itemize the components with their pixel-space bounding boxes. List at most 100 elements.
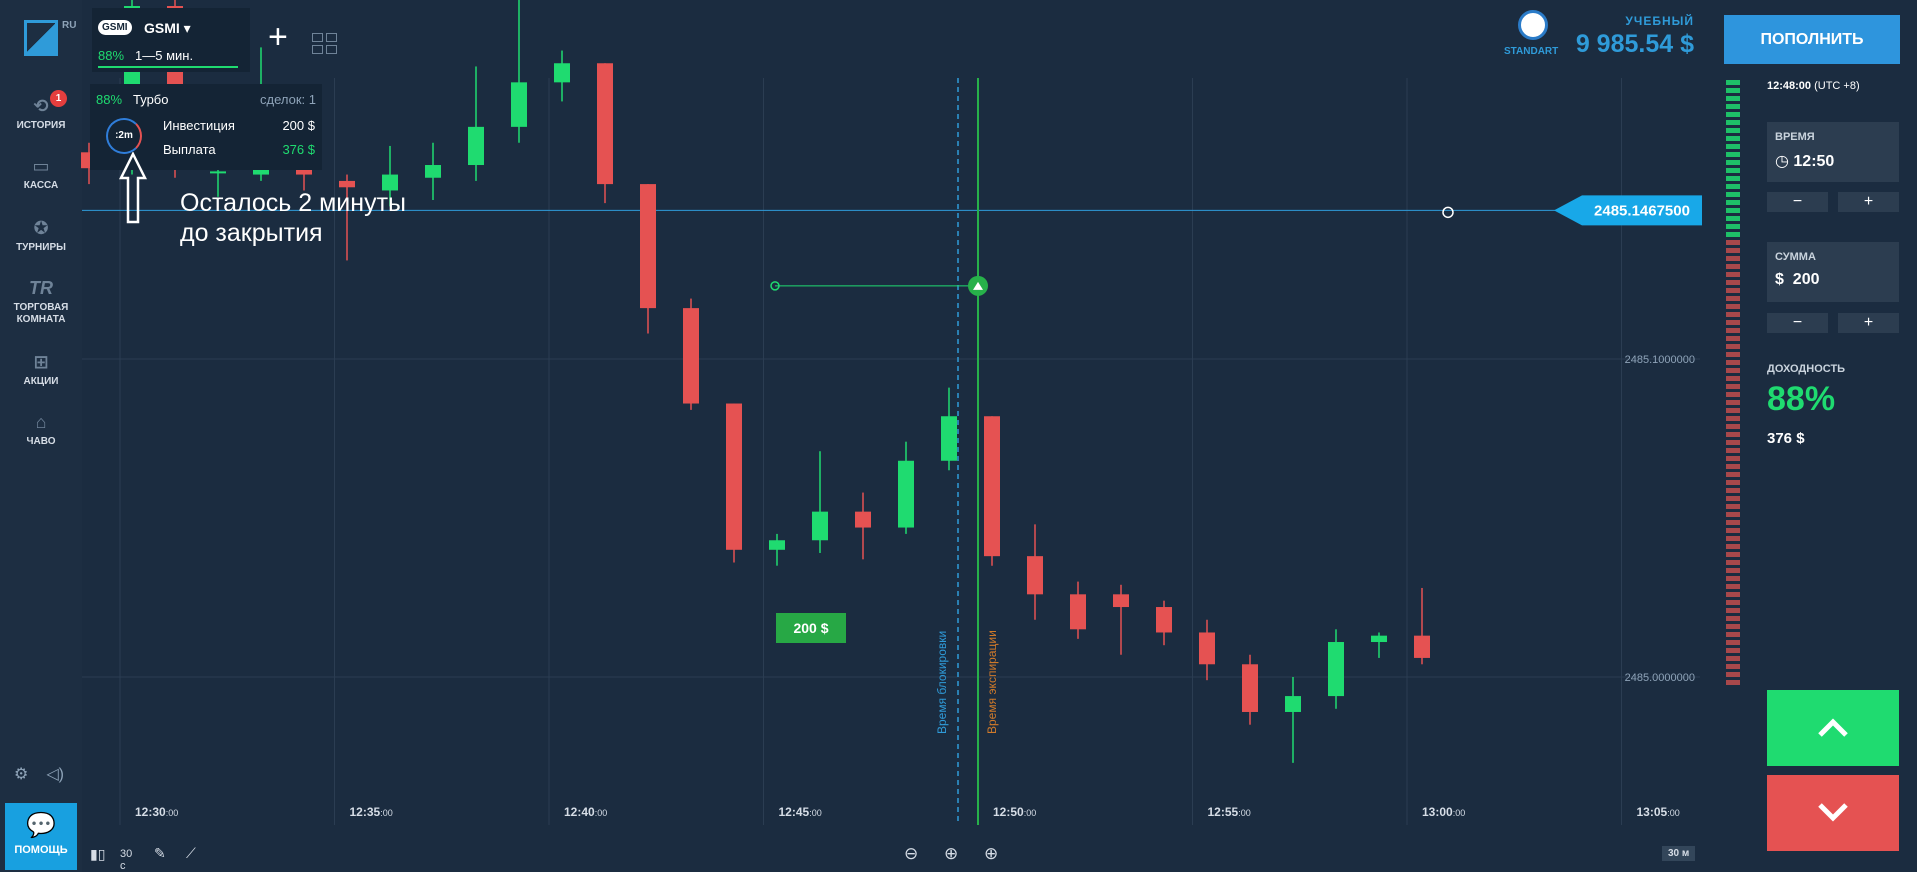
sound-icon[interactable]: ◁) — [46, 766, 64, 783]
candle-body — [1113, 594, 1129, 608]
sentiment-bar-segment — [1726, 296, 1740, 301]
asset-tab[interactable]: GSMI GSMI ▾ 88% 1—5 мин. — [92, 8, 250, 72]
clock-tz: (UTC +8) — [1814, 80, 1860, 92]
x-tick-suffix: :00 — [809, 808, 822, 818]
time-field[interactable]: ВРЕМЯ ◷ 12:50 — [1767, 122, 1899, 182]
sentiment-bar-segment — [1726, 328, 1740, 333]
zoom-in-icon[interactable]: ⊕ — [984, 844, 999, 863]
timeframe-badge[interactable]: 30 м — [1662, 846, 1696, 861]
ruler-icon[interactable]: ✎ — [154, 845, 166, 861]
sentiment-bar-segment — [1726, 432, 1740, 437]
trade-amount-label: 200 $ — [793, 620, 828, 636]
sidebar-item-tournaments[interactable]: ✪ ТУРНИРЫ — [0, 218, 82, 254]
x-tick-label: 12:45:00 — [779, 805, 822, 819]
sentiment-bar-segment — [1726, 416, 1740, 421]
chat-icon: 💬 — [26, 812, 56, 839]
x-tick-label: 12:40:00 — [564, 805, 607, 819]
time-minus-button[interactable]: − — [1767, 192, 1828, 212]
sentiment-bar-segment — [1726, 616, 1740, 621]
candle-body — [210, 171, 226, 174]
x-tick-label: 13:05:00 — [1637, 805, 1680, 819]
sidebar-item-trading-room[interactable]: TR ТОРГОВАЯ КОМНАТА — [0, 278, 82, 326]
x-tick-suffix: :00 — [1238, 808, 1251, 818]
account-rook-icon[interactable] — [1518, 10, 1548, 40]
sentiment-bar-segment — [1726, 552, 1740, 557]
sidebar-item-label: АКЦИИ — [23, 376, 59, 387]
deposit-button[interactable]: ПОПОЛНИТЬ — [1724, 15, 1900, 64]
sentiment-bar-segment — [1726, 504, 1740, 509]
sidebar-item-faq[interactable]: ⌂ ЧАВО — [0, 412, 82, 448]
candle-body — [339, 180, 355, 188]
sentiment-bar-segment — [1726, 320, 1740, 325]
sentiment-bar-segment — [1726, 312, 1740, 317]
put-down-button[interactable] — [1767, 775, 1899, 851]
sentiment-bar-segment — [1726, 528, 1740, 533]
sentiment-bar-segment — [1726, 608, 1740, 613]
x-tick-suffix: :00 — [1453, 808, 1466, 818]
wallet-icon: ▭ — [32, 156, 50, 176]
logo[interactable] — [24, 20, 58, 56]
help-label: ПОМОЩЬ — [14, 844, 68, 856]
yield-label: ДОХОДНОСТЬ — [1767, 363, 1846, 375]
sum-minus-button[interactable]: − — [1767, 313, 1828, 333]
sentiment-bar-segment — [1726, 104, 1740, 109]
interval-selector[interactable]: 30 с — [120, 848, 133, 872]
open-trade-card[interactable]: 88% Турбо сделок: 1 :2m Инвестиция 200 $… — [90, 84, 322, 170]
sidebar-item-cashier[interactable]: ▭ КАССА — [0, 156, 82, 192]
candle-body — [1027, 556, 1043, 595]
sentiment-bar-segment — [1726, 352, 1740, 357]
last-price-marker — [1442, 206, 1454, 219]
zoom-out-icon[interactable]: ⊖ — [904, 844, 919, 863]
sidebar-item-promotions[interactable]: ⊞ АКЦИИ — [0, 352, 82, 388]
sidebar-item-history[interactable]: ⟲ 1 ИСТОРИЯ — [0, 90, 82, 132]
sentiment-bar-segment — [1726, 480, 1740, 485]
x-tick-suffix: :00 — [166, 808, 179, 818]
sentiment-bar-segment — [1726, 160, 1740, 165]
expiry-time-label: Время экспирации — [985, 630, 999, 734]
sentiment-bar-segment — [1726, 336, 1740, 341]
sentiment-bar-segment — [1726, 200, 1740, 205]
drawing-icon[interactable]: ⟋ — [186, 845, 196, 861]
sentiment-bar-segment — [1726, 408, 1740, 413]
x-tick-label: 12:50:00 — [993, 805, 1036, 819]
center-icon[interactable]: ⊕ — [944, 844, 959, 863]
balance[interactable]: 9 985.54 $ — [1575, 30, 1694, 58]
sentiment-bar-segment — [1726, 680, 1740, 685]
x-tick-suffix: :00 — [1024, 808, 1037, 818]
annotation-line: до закрытия — [180, 219, 323, 247]
candle-body — [1285, 696, 1301, 712]
sentiment-bar-segment — [1726, 488, 1740, 493]
candle-body — [855, 511, 871, 528]
candle-body — [683, 308, 699, 404]
lock-time-label: Время блокировки — [935, 631, 949, 734]
time-label: ВРЕМЯ — [1775, 131, 1815, 143]
candles-icon[interactable]: ▮▯ — [90, 846, 106, 862]
sentiment-bar-segment — [1726, 472, 1740, 477]
sentiment-bar-segment — [1726, 176, 1740, 181]
sum-field[interactable]: СУММА $ 200 — [1767, 242, 1899, 302]
sentiment-bar-segment — [1726, 88, 1740, 93]
x-tick-suffix: :00 — [1667, 808, 1680, 818]
sidebar-tools: ⚙ ◁) — [14, 764, 82, 784]
call-up-button[interactable] — [1767, 690, 1899, 766]
asset-name[interactable]: GSMI ▾ — [144, 20, 191, 36]
sentiment-bar-segment — [1726, 584, 1740, 589]
sentiment-bar-segment — [1726, 216, 1740, 221]
sentiment-bar-segment — [1726, 392, 1740, 397]
candle-body — [511, 82, 527, 127]
sentiment-bar-segment — [1726, 128, 1740, 133]
logo-region: RU — [62, 20, 77, 31]
payout-value: 376 $ — [282, 142, 315, 157]
sum-plus-button[interactable]: + — [1838, 313, 1899, 333]
sentiment-bar-segment — [1726, 440, 1740, 445]
sidebar-item-label: ЧАВО — [26, 436, 56, 447]
sentiment-bar-segment — [1726, 424, 1740, 429]
history-icon: ⟲ — [33, 96, 49, 116]
add-asset-icon[interactable]: + — [268, 18, 288, 56]
help-button[interactable]: 💬 ПОМОЩЬ — [5, 803, 77, 870]
layout-grid-icon[interactable] — [312, 33, 338, 55]
time-plus-button[interactable]: + — [1838, 192, 1899, 212]
gear-icon[interactable]: ⚙ — [14, 766, 29, 783]
account-kind: УЧЕБНЫЙ — [1625, 14, 1694, 28]
